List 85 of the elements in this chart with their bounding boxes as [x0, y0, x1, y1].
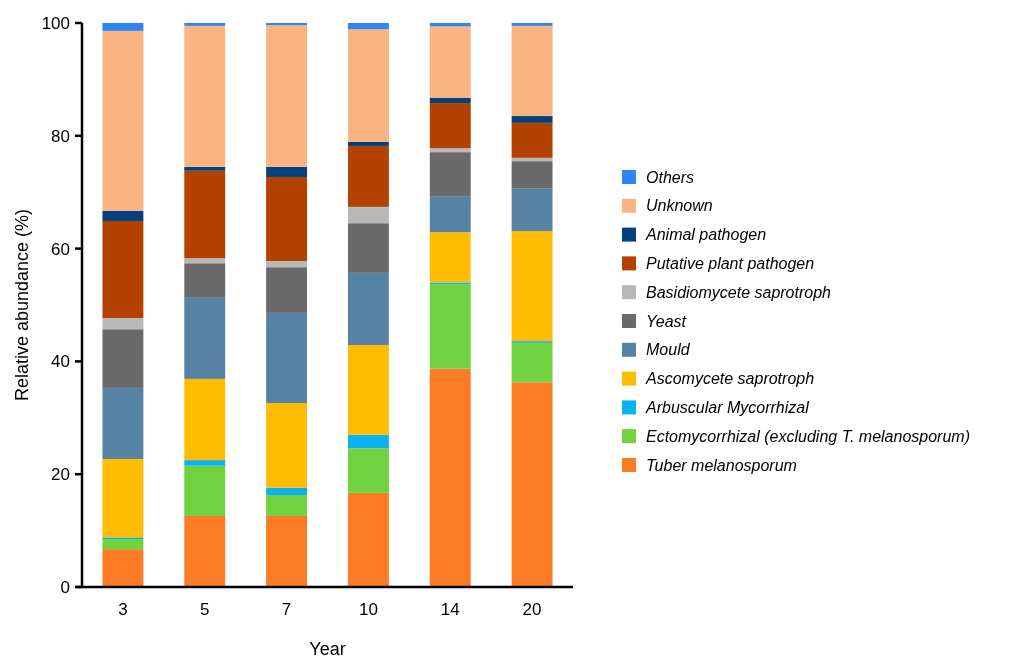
bar	[347, 223, 389, 273]
bar	[266, 403, 308, 488]
bar	[266, 515, 308, 587]
bar	[347, 492, 389, 587]
y-tick-label: 80	[51, 126, 70, 146]
bar	[266, 267, 308, 313]
bar	[347, 142, 389, 146]
y-tick-label: 100	[41, 13, 70, 33]
bar	[102, 210, 144, 221]
bar	[429, 284, 471, 369]
legend-label: Tuber melanosporum	[646, 456, 797, 474]
bar	[184, 258, 226, 264]
bar	[102, 220, 144, 318]
legend-label: Putative plant pathogen	[646, 255, 815, 272]
bar	[347, 29, 389, 142]
x-tick-label: 14	[440, 600, 460, 619]
bar	[102, 539, 144, 550]
bar	[511, 231, 553, 342]
bar	[184, 460, 226, 466]
y-tick-label: 40	[51, 352, 70, 372]
bar	[266, 166, 308, 177]
bar	[347, 206, 389, 224]
legend-label: Ascomycete saprotroph	[645, 370, 815, 388]
legend-label: Yeast	[646, 312, 687, 330]
bar	[511, 122, 553, 158]
bar	[347, 434, 389, 449]
y-axis-title: Relative abundance (%)	[12, 208, 32, 402]
bar	[347, 145, 389, 207]
bar	[102, 387, 144, 459]
bar	[429, 152, 471, 197]
bar	[184, 23, 226, 26]
legend-label: Arbuscular Mycorrhizal	[645, 399, 810, 416]
y-tick-label: 20	[51, 465, 70, 485]
bar	[266, 25, 308, 167]
x-tick-label: 10	[358, 600, 378, 619]
bar	[429, 196, 471, 233]
bar	[511, 188, 553, 232]
bar	[429, 232, 471, 283]
legend-label: Unknown	[646, 197, 713, 215]
legend-label: Animal pathogen	[645, 226, 767, 244]
bar	[184, 166, 226, 171]
bar	[184, 263, 226, 298]
bar	[429, 148, 471, 153]
y-tick-label: 0	[60, 577, 70, 597]
bar	[102, 30, 144, 211]
bar	[511, 161, 553, 189]
bar	[347, 23, 389, 30]
x-tick-label: 7	[281, 600, 292, 619]
bar	[266, 312, 308, 404]
bar	[511, 116, 553, 123]
x-tick-label: 5	[200, 600, 210, 619]
bar	[184, 378, 226, 461]
y-tick-label: 60	[51, 239, 70, 259]
bar	[511, 25, 553, 117]
legend-label: Basidiomycete saprotroph	[646, 283, 832, 301]
x-tick-label: 3	[118, 600, 128, 619]
bar	[184, 297, 226, 379]
bar	[347, 448, 389, 493]
bar	[102, 329, 144, 388]
bar	[429, 26, 471, 99]
bar	[266, 495, 308, 516]
bar	[102, 317, 144, 330]
legend-label: Ectomycorrhizal (excluding T. melanosporum)	[646, 427, 970, 445]
bar	[102, 549, 144, 587]
bar	[429, 368, 471, 587]
legend-label: Mould	[646, 341, 691, 359]
bar	[184, 170, 226, 259]
bar	[184, 515, 226, 587]
x-tick-label: 20	[522, 600, 542, 619]
bar	[429, 103, 471, 149]
bar	[266, 487, 308, 496]
bar	[266, 176, 308, 262]
bar	[347, 272, 389, 346]
bar	[102, 23, 144, 31]
bar	[347, 345, 389, 435]
bar	[102, 458, 144, 538]
legend-label: Others	[646, 168, 695, 186]
bar	[266, 261, 308, 268]
bar	[511, 342, 553, 383]
bar	[429, 98, 471, 104]
x-axis-title: Year	[309, 639, 346, 659]
bar	[184, 25, 226, 167]
bar	[184, 465, 226, 516]
bar	[511, 23, 553, 26]
bar	[511, 382, 553, 587]
